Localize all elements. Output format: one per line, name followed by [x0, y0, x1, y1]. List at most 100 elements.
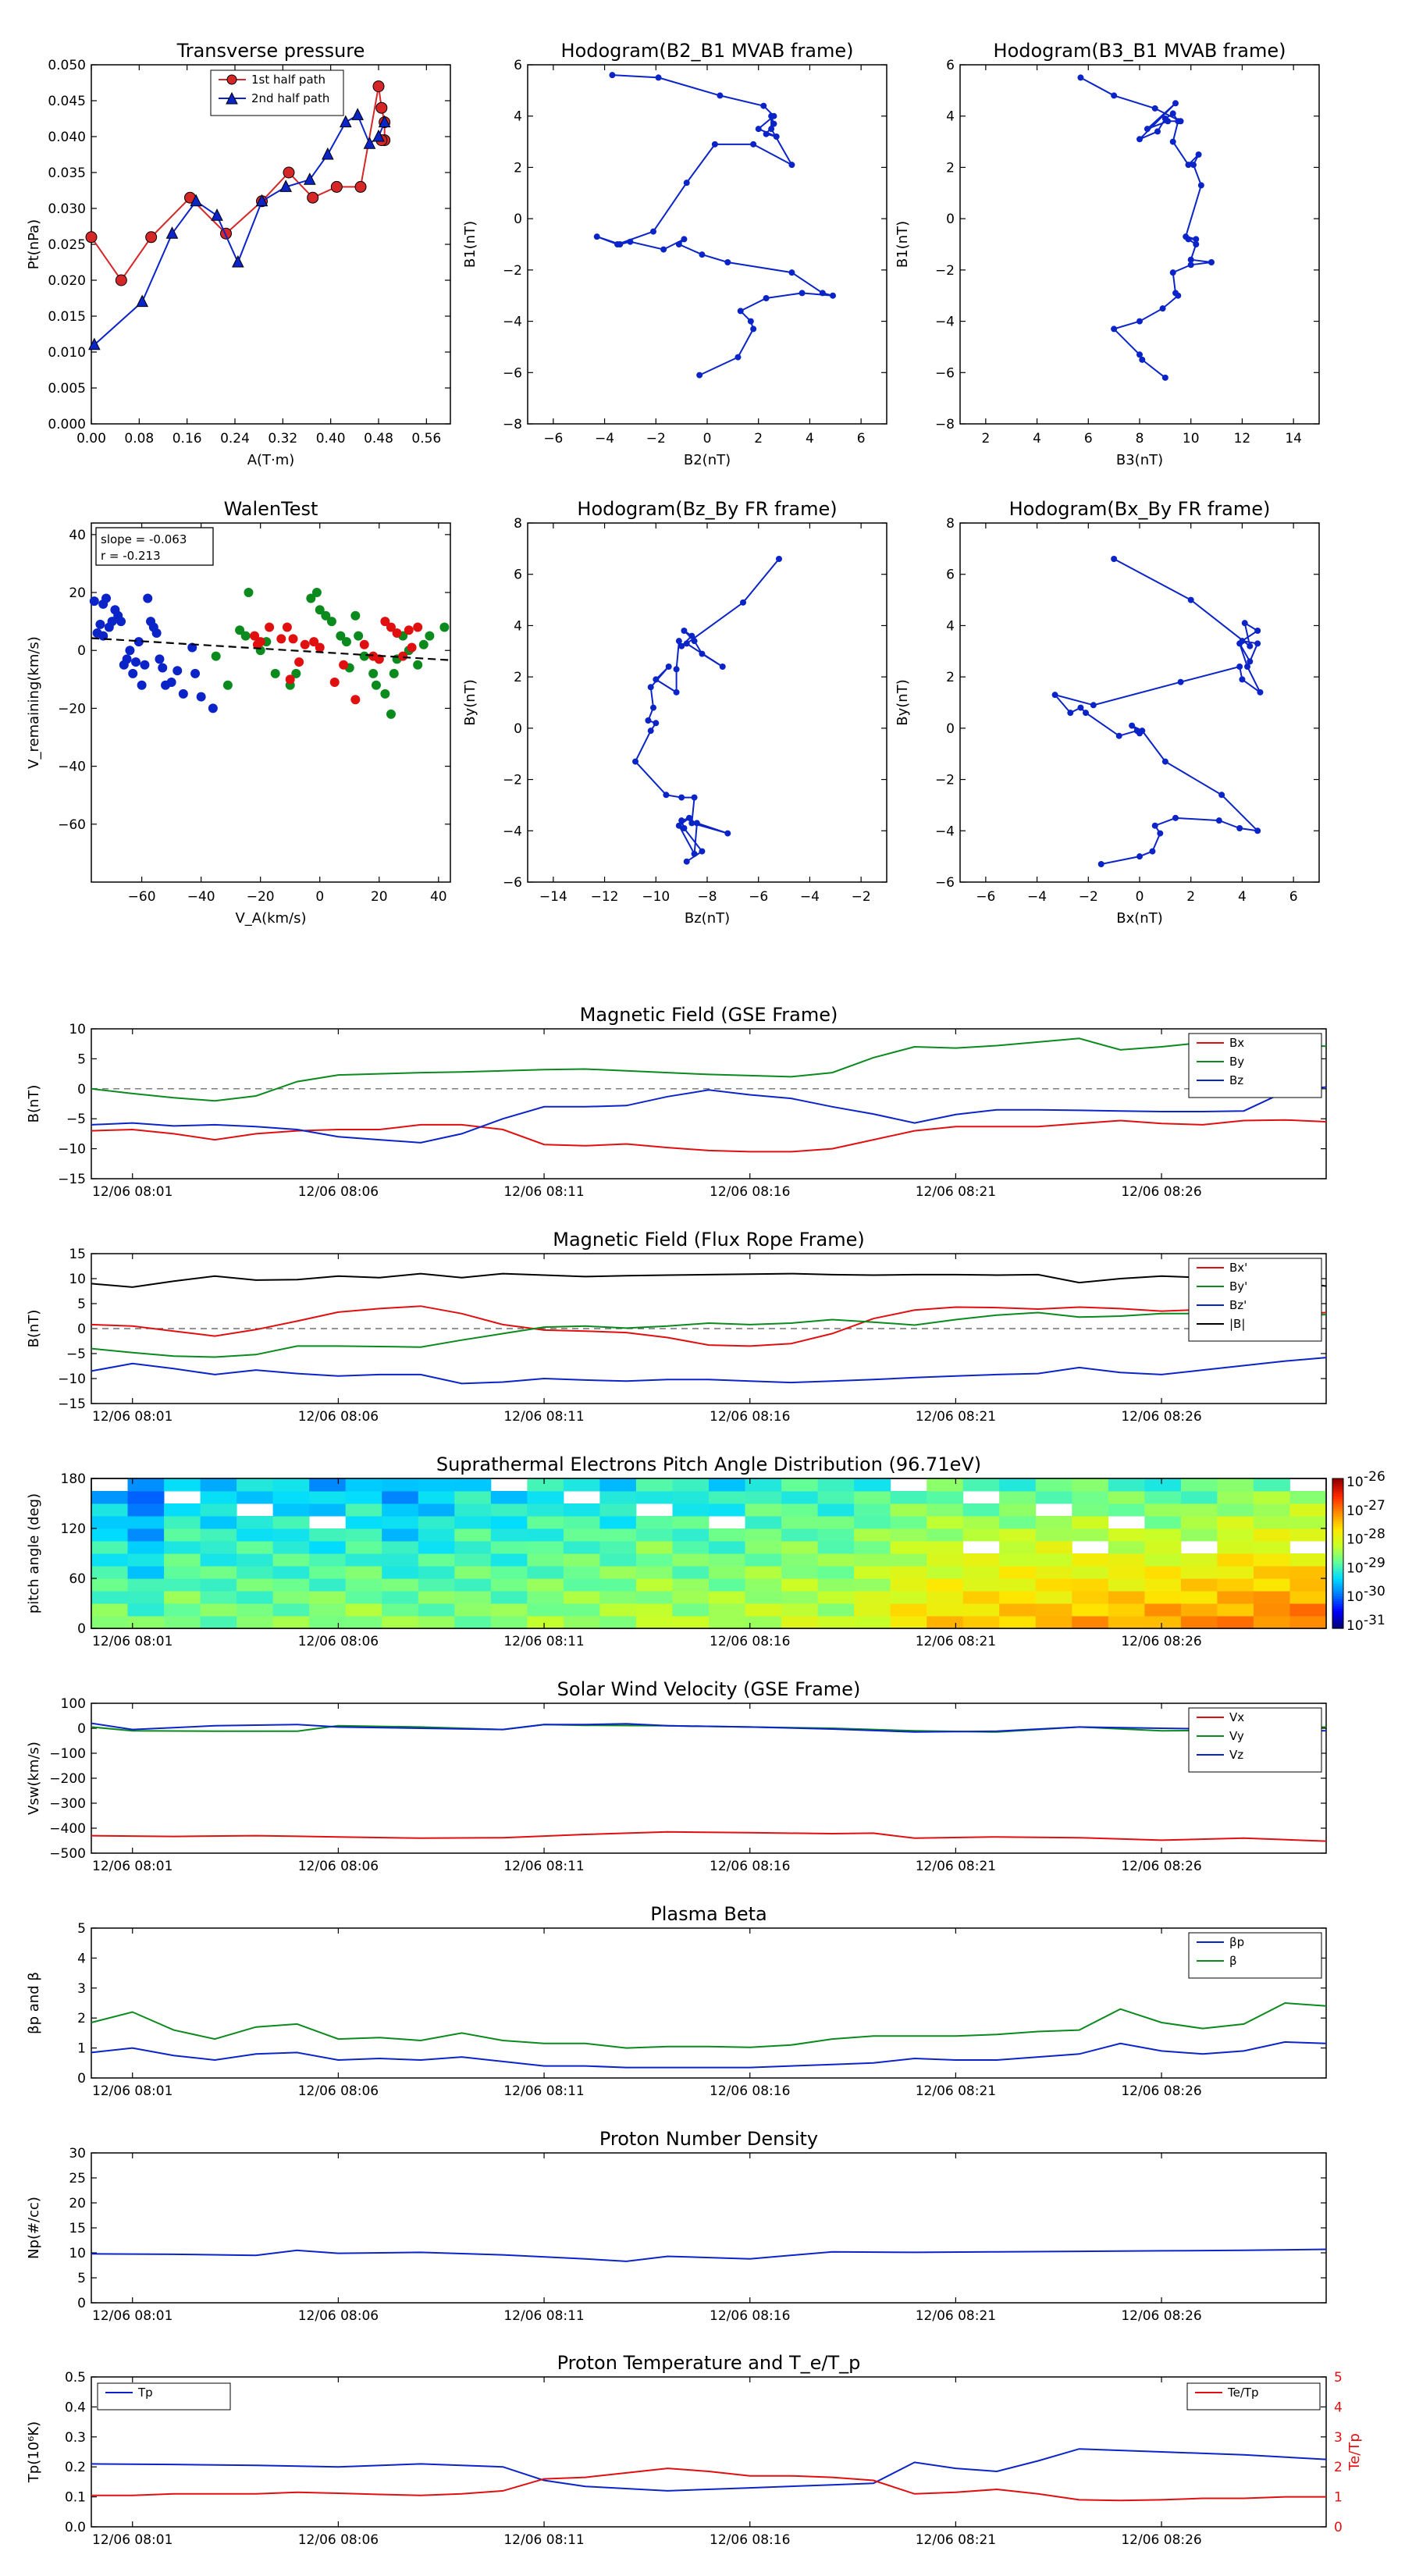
pad-cell	[817, 1478, 855, 1492]
pad-cell	[709, 1603, 745, 1617]
tp-point	[330, 180, 343, 193]
pad-colorbar-band	[1332, 1543, 1343, 1546]
h1-ylabel: B1(nT)	[462, 221, 478, 268]
h2-point	[1077, 74, 1084, 81]
bgse-xtick-label: 12/06 08:26	[1121, 1184, 1201, 1200]
walen-point	[339, 660, 349, 670]
pad-cell	[382, 1566, 419, 1579]
pad-cell	[127, 1553, 165, 1567]
pad-cell	[164, 1528, 201, 1542]
walen-point	[133, 637, 144, 647]
h1-point	[788, 162, 795, 169]
bfr-ytick-label: −5	[66, 1347, 86, 1362]
pad-cell	[745, 1528, 782, 1542]
pad-cell	[927, 1541, 964, 1554]
pad-cell	[164, 1553, 201, 1567]
pad-colorbar-band	[1332, 1535, 1343, 1539]
pad-cell	[854, 1491, 891, 1504]
pad-cell	[164, 1603, 201, 1617]
np-ytick-label: 0	[77, 2296, 86, 2311]
pad-xtick-label: 12/06 08:06	[298, 1634, 379, 1649]
walen-xtick-label: −60	[128, 889, 156, 905]
h2-point	[1111, 326, 1118, 333]
tpp-series-tp	[91, 2448, 1327, 2492]
walen-point	[125, 646, 135, 656]
bgse-xtick-label: 12/06 08:21	[916, 1184, 996, 1200]
pad-cell	[854, 1541, 891, 1554]
bfr-ytick-label: 10	[69, 1272, 86, 1287]
pad-cell	[418, 1491, 455, 1504]
bgse-title: Magnetic Field (GSE Frame)	[580, 1004, 838, 1026]
pad-colorbar-band	[1332, 1510, 1343, 1514]
pad-cell	[454, 1553, 492, 1567]
h4-point	[1051, 692, 1058, 699]
pad-cell	[1072, 1578, 1109, 1592]
pad-cell	[490, 1553, 528, 1567]
h4-frame	[959, 522, 1320, 883]
pad-cell	[200, 1516, 237, 1529]
pad-cell	[709, 1503, 745, 1517]
pad-cell	[527, 1616, 564, 1629]
tp-point	[351, 108, 364, 120]
pad-cell	[672, 1566, 710, 1579]
tpp-legend-box	[97, 2382, 231, 2411]
np-ytick-label: 20	[69, 2196, 86, 2211]
pad-cell	[854, 1528, 891, 1542]
pad-colorbar-band	[1332, 1610, 1343, 1614]
pad-cell	[164, 1541, 201, 1554]
h3-point	[724, 830, 731, 837]
h2-xtick-label: 4	[1033, 431, 1041, 447]
pad-cell	[781, 1478, 819, 1492]
bfr-ytick-label: 5	[77, 1297, 86, 1312]
tpp-ylabel-right: Te/Tp	[1346, 2433, 1363, 2471]
tpp-xtick-label: 12/06 08:26	[1121, 2532, 1201, 2548]
pad-cell	[854, 1566, 891, 1579]
walen-point	[341, 637, 351, 647]
pad-cell	[1072, 1553, 1109, 1567]
h1-point	[699, 251, 706, 258]
h2-point	[1139, 356, 1146, 363]
h2-point	[1187, 256, 1194, 263]
h3-point	[686, 814, 692, 821]
pad-colorbar-label: 10	[1346, 1560, 1364, 1576]
bfr-legend-entry: By'	[1229, 1279, 1247, 1293]
h3-point	[678, 817, 685, 824]
h2-point	[1165, 118, 1172, 125]
pad-cell	[527, 1528, 564, 1542]
pad-cell	[854, 1616, 891, 1629]
h2-point	[1144, 126, 1151, 133]
h2-point	[1187, 262, 1194, 269]
h3-xtick-label: −8	[697, 889, 717, 905]
h3-ytick-label: −2	[503, 773, 522, 788]
pad-cell	[490, 1566, 528, 1579]
walen-xtick-label: 40	[430, 889, 447, 905]
pad-colorbar-band	[1332, 1560, 1343, 1564]
h4-point	[1236, 664, 1243, 670]
h4-point	[1254, 628, 1261, 634]
pad-cell	[1253, 1503, 1290, 1517]
bfr-legend-entry: Bx'	[1229, 1261, 1247, 1275]
tp-xlabel: A(T·m)	[247, 452, 295, 468]
h3-point	[681, 628, 688, 634]
h1-point	[681, 236, 688, 243]
h3-point	[719, 664, 726, 670]
tp-title: Transverse pressure	[176, 40, 365, 62]
h3-ytick-label: −4	[503, 824, 522, 839]
tp-point	[378, 115, 391, 128]
tp-point	[363, 137, 376, 149]
pad-cell	[999, 1616, 1037, 1629]
pad-cell	[1253, 1528, 1290, 1542]
pad-colorbar-band	[1332, 1596, 1343, 1599]
pad-cell	[672, 1553, 710, 1567]
tp-ytick-label: 0.045	[48, 94, 86, 109]
pad-cell	[272, 1616, 310, 1629]
pad-cell	[382, 1616, 419, 1629]
tpp-title: Proton Temperature and T_e/T_p	[557, 2352, 861, 2374]
pad-xtick-label: 12/06 08:01	[92, 1634, 173, 1649]
pad-colorbar-band	[1332, 1491, 1343, 1494]
pad-cell	[345, 1603, 382, 1617]
h1-point	[696, 372, 703, 379]
pad-cell	[382, 1503, 419, 1517]
h4-point	[1239, 638, 1246, 645]
walen-point	[321, 610, 331, 621]
